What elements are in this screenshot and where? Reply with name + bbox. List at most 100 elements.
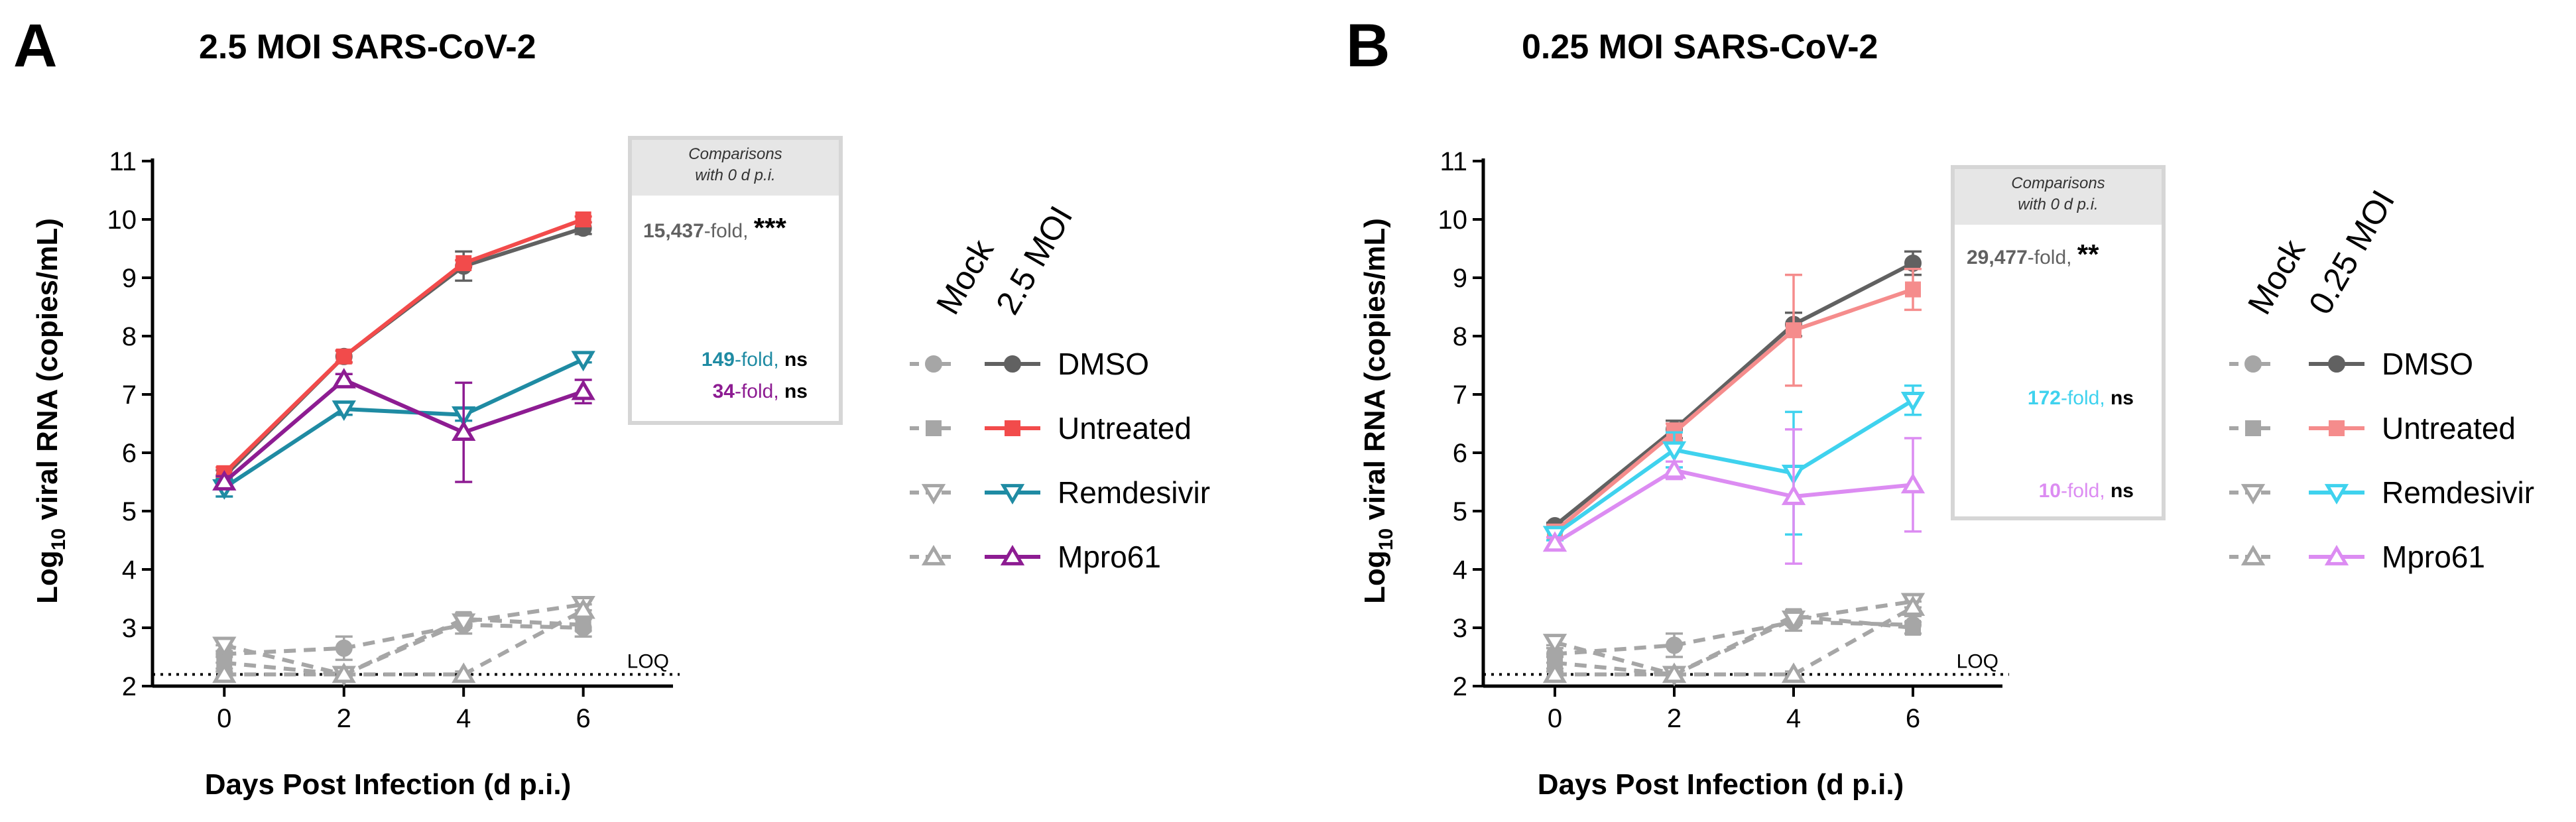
legend-swatch-mock-marker bbox=[921, 484, 946, 505]
data-point bbox=[575, 211, 591, 227]
legend-item-dmso: DMSO bbox=[2229, 347, 2473, 381]
data-point bbox=[1905, 281, 1921, 298]
series-line bbox=[1554, 287, 1914, 534]
y-tick-label: 9 bbox=[122, 264, 137, 293]
legend-item-untreated: Untreated bbox=[2229, 411, 2516, 445]
significance-label: *** bbox=[754, 212, 787, 243]
x-tick-label: 6 bbox=[576, 704, 591, 733]
data-point bbox=[1786, 322, 1802, 339]
significance-label: ns bbox=[784, 349, 808, 371]
data-point bbox=[332, 367, 356, 388]
y-axis-label-b: Log10 viral RNA (copies/mL) bbox=[1359, 218, 1397, 604]
x-axis-label-b: Days Post Infection (d p.i.) bbox=[1538, 768, 1904, 801]
legend-label: DMSO bbox=[2382, 347, 2473, 381]
series-line bbox=[1554, 261, 1914, 528]
y-tick-label: 11 bbox=[1440, 147, 1467, 176]
y-tick-label: 5 bbox=[1453, 497, 1467, 526]
legend-item-mpro61: Mpro61 bbox=[910, 540, 1161, 574]
fold-suffix: -fold, bbox=[735, 381, 784, 402]
fold-number: 10 bbox=[2039, 480, 2061, 502]
fold-number: 172 bbox=[2028, 387, 2061, 409]
data-point bbox=[1542, 662, 1567, 683]
data-point bbox=[335, 639, 353, 657]
series-line bbox=[223, 217, 584, 475]
data-point bbox=[571, 351, 595, 372]
legend-swatch-mock-marker bbox=[2244, 355, 2262, 373]
legend-item-dmso: DMSO bbox=[910, 347, 1149, 381]
y-tick-label: 7 bbox=[1453, 381, 1467, 410]
legend-swatch-mock-marker bbox=[926, 420, 942, 436]
legend-label: Remdesivir bbox=[2382, 475, 2534, 510]
y-tick-label: 4 bbox=[1453, 556, 1467, 585]
series-line bbox=[224, 608, 585, 677]
series-remdesivir-mock bbox=[212, 595, 595, 687]
annotation-dmso-b: 29,477-fold, ** bbox=[1967, 239, 2099, 270]
legend-item-mpro61: Mpro61 bbox=[2229, 540, 2485, 574]
fold-suffix: -fold, bbox=[2061, 480, 2111, 502]
legend-swatch-marker bbox=[1000, 544, 1025, 565]
x-tick-label: 6 bbox=[1906, 704, 1920, 733]
data-point bbox=[1542, 531, 1567, 552]
significance-label: ** bbox=[2077, 239, 2099, 270]
data-point bbox=[456, 255, 472, 271]
series-remdesivir-mock bbox=[1542, 593, 1926, 687]
legend-swatch-marker bbox=[1005, 420, 1020, 436]
data-point bbox=[452, 613, 476, 634]
y-tick-label: 7 bbox=[122, 381, 137, 410]
comparisons-header-line2-a: with 0 d p.i. bbox=[695, 166, 775, 184]
y-tick-label: 5 bbox=[122, 497, 137, 526]
data-point bbox=[332, 400, 356, 422]
comparisons-header-line1-a: Comparisons bbox=[688, 145, 782, 163]
fold-number: 149 bbox=[702, 349, 735, 371]
data-point bbox=[1905, 620, 1921, 636]
significance-label: ns bbox=[2111, 387, 2134, 409]
data-point bbox=[1900, 595, 1926, 616]
legend-swatch-mock-marker bbox=[2240, 484, 2266, 505]
comparisons-header-bg-a bbox=[632, 140, 839, 196]
legend-swatch-marker bbox=[2324, 484, 2349, 505]
series-line bbox=[1554, 599, 1914, 677]
y-tick-label: 8 bbox=[122, 322, 137, 351]
series-mpro61 bbox=[212, 367, 595, 491]
data-point bbox=[1900, 473, 1926, 494]
data-point bbox=[332, 662, 356, 683]
legend-swatch-mock-marker bbox=[925, 355, 942, 373]
series-mpro61-mock bbox=[212, 598, 595, 683]
legend-label: Mpro61 bbox=[2382, 540, 2485, 574]
fold-number: 29,477 bbox=[1967, 247, 2028, 268]
x-tick-label: 2 bbox=[337, 704, 351, 733]
annotation-dmso-a: 15,437-fold, *** bbox=[643, 212, 786, 243]
legend-a: Mock 2.5 MOI DMSO Untreated Remdesivir Mpro… bbox=[910, 200, 1210, 574]
legend-label: Mpro61 bbox=[1058, 540, 1161, 574]
data-point bbox=[452, 420, 476, 441]
annotation-remdesivir-b: 172-fold, ns bbox=[2028, 387, 2134, 409]
y-tick-label: 3 bbox=[1453, 614, 1467, 643]
y-tick-label: 9 bbox=[1453, 264, 1467, 293]
data-point bbox=[212, 662, 237, 683]
loq-label: LOQ bbox=[627, 650, 669, 672]
data-point bbox=[1781, 662, 1806, 683]
panel-letter-a: A bbox=[13, 12, 57, 80]
data-point bbox=[452, 662, 476, 683]
loq-label: LOQ bbox=[1957, 650, 1998, 672]
series-line bbox=[223, 378, 584, 484]
data-point bbox=[1900, 391, 1926, 412]
legend-label: DMSO bbox=[1058, 347, 1149, 381]
legend-item-untreated: Untreated bbox=[910, 411, 1192, 445]
series-line bbox=[224, 622, 583, 656]
legend-swatch-marker bbox=[1000, 484, 1025, 505]
x-axis-label-a: Days Post Infection (d p.i.) bbox=[205, 768, 572, 801]
legend-swatch-marker bbox=[2324, 544, 2349, 565]
legend-swatch-mock-marker bbox=[2240, 544, 2266, 565]
significance-label: ns bbox=[2111, 480, 2134, 502]
series-untreated bbox=[215, 211, 592, 481]
y-tick-label: 3 bbox=[122, 614, 137, 643]
y-tick-label: 6 bbox=[1453, 439, 1467, 468]
data-point bbox=[571, 379, 595, 400]
panel-title-a: 2.5 MOI SARS-CoV-2 bbox=[199, 28, 536, 66]
legend-label: Untreated bbox=[2382, 411, 2516, 445]
data-point bbox=[1662, 441, 1687, 462]
series-line bbox=[223, 602, 584, 677]
legend-col-moi-b: 0.25 MOI bbox=[2301, 184, 2402, 320]
